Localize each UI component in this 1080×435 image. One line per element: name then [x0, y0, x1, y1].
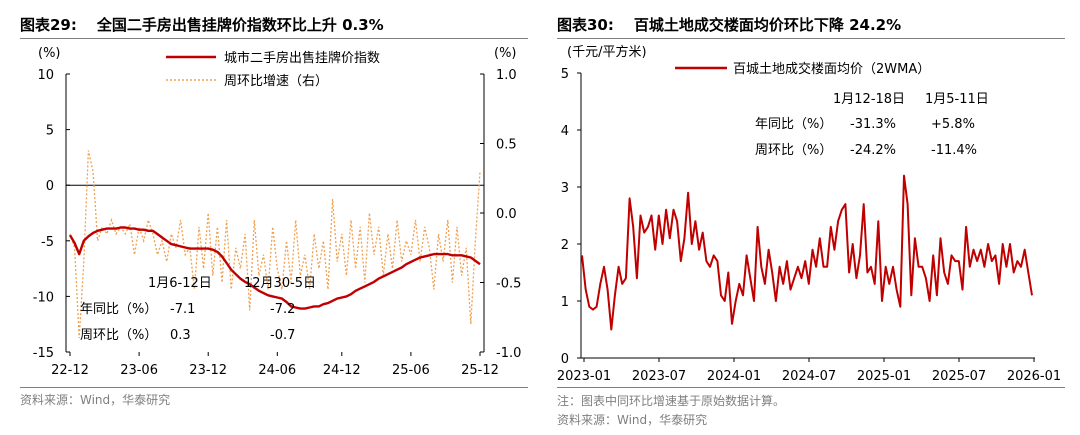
left-footer-rule [20, 387, 528, 388]
x-tick-label: 2024-01 [707, 369, 761, 384]
table-col-header: 1月5-11日 [925, 92, 989, 107]
right-y-tick-label: 0.5 [496, 138, 517, 153]
right-figure-title: 图表30: 百城土地成交楼面均价环比下降 24.2% [557, 14, 901, 35]
table-row-label: 周环比（%） [80, 328, 157, 343]
right-y-tick-label: -1.0 [496, 346, 521, 361]
left-chart: 10 5 0 -5 -10 -15 1.0 0.5 0.0 -0.5 -1.0 (%) (%) 22-12… [33, 46, 522, 378]
x-tick-label: 2024-07 [782, 369, 836, 384]
x-tick-label: 25-12 [461, 363, 499, 378]
left-y-tick-label: -10 [33, 290, 54, 305]
table-cell: -24.2% [850, 143, 896, 158]
left-source: 资料来源：Wind，华泰研究 [20, 393, 171, 407]
right-y-unit: (%) [494, 46, 517, 61]
table-row-label: 年同比（%） [80, 302, 157, 317]
right-title-rule [557, 38, 1065, 39]
table-col-header: 1月12-18日 [833, 92, 905, 107]
table-cell: -0.7 [270, 328, 295, 343]
table-cell: -7.2 [270, 302, 295, 317]
x-tick-label: 2023-01 [557, 369, 611, 384]
left-figure-heading: 全国二手房出售挂牌价指数环比上升 0.3% [96, 16, 384, 34]
left-title-rule [20, 38, 528, 39]
right-figure: 图表30: 百城土地成交楼面均价环比下降 24.2% 5 4 3 2 1 0 (千元/平方米)… [545, 0, 1080, 435]
x-tick-label: 24-06 [258, 363, 296, 378]
left-y-tick-label: 5 [46, 124, 54, 139]
table-cell: +5.8% [931, 117, 975, 132]
legend-label-weekly: 周环比增速（右） [224, 74, 328, 89]
left-y-unit: (%) [38, 46, 61, 61]
land-price-line [581, 174, 1033, 331]
left-figure-label: 图表29: [20, 16, 77, 34]
y-tick-label: 1 [561, 295, 569, 310]
y-tick-label: 5 [561, 67, 569, 82]
table-cell: 0.3 [170, 328, 191, 343]
x-tick-label: 25-06 [392, 363, 430, 378]
left-figure: 图表29: 全国二手房出售挂牌价指数环比上升 0.3% 10 5 0 -5 -10 -15 1… [0, 0, 530, 435]
right-y-tick-label: 1.0 [496, 68, 517, 83]
legend-label-index: 城市二手房出售挂牌价指数 [224, 50, 380, 66]
x-tick-label: 23-06 [120, 363, 158, 378]
table-cell: -7.1 [170, 302, 195, 317]
y-tick-label: 2 [561, 238, 569, 253]
x-tick-label: 2025-07 [932, 369, 986, 384]
left-figure-title: 图表29: 全国二手房出售挂牌价指数环比上升 0.3% [20, 14, 384, 35]
table-row-label: 年同比（%） [755, 117, 832, 132]
y-tick-label: 4 [561, 124, 569, 139]
left-y-tick-label: 10 [37, 68, 54, 83]
table-cell: -31.3% [850, 117, 896, 132]
right-y-tick-label: 0.0 [496, 207, 517, 222]
y-tick-label: 0 [561, 352, 569, 367]
left-y-tick-label: -5 [41, 235, 54, 250]
x-tick-label: 2023-07 [632, 369, 686, 384]
left-y-tick-label: -15 [33, 346, 54, 361]
left-y-tick-label: 0 [46, 179, 54, 194]
price-index-line [68, 226, 481, 310]
right-note: 注：图表中同环比增速基于原始数据计算。 [557, 394, 786, 408]
table-col-header: 12月30-5日 [244, 276, 316, 291]
right-footer-rule [557, 387, 1065, 388]
right-figure-label: 图表30: [557, 16, 614, 34]
y-tick-label: 3 [561, 181, 569, 196]
right-figure-heading: 百城土地成交楼面均价环比下降 24.2% [633, 16, 902, 34]
right-source: 资料来源：Wind，华泰研究 [557, 413, 708, 427]
table-cell: -11.4% [931, 143, 977, 158]
table-col-header: 1月6-12日 [148, 276, 212, 291]
x-tick-label: 24-12 [323, 363, 361, 378]
x-tick-label: 22-12 [51, 363, 89, 378]
table-row-label: 周环比（%） [755, 143, 832, 158]
x-tick-label: 2025-01 [857, 369, 911, 384]
right-chart: 5 4 3 2 1 0 (千元/平方米) 2023-01 2023-07 2024-01 2024-… [557, 44, 1061, 384]
right-y-tick-label: -0.5 [496, 277, 521, 292]
y-unit: (千元/平方米) [567, 44, 647, 60]
legend-label: 百城土地成交楼面均价（2WMA） [733, 61, 930, 77]
x-tick-label: 23-12 [189, 363, 227, 378]
x-tick-label: 2026-01 [1007, 369, 1061, 384]
